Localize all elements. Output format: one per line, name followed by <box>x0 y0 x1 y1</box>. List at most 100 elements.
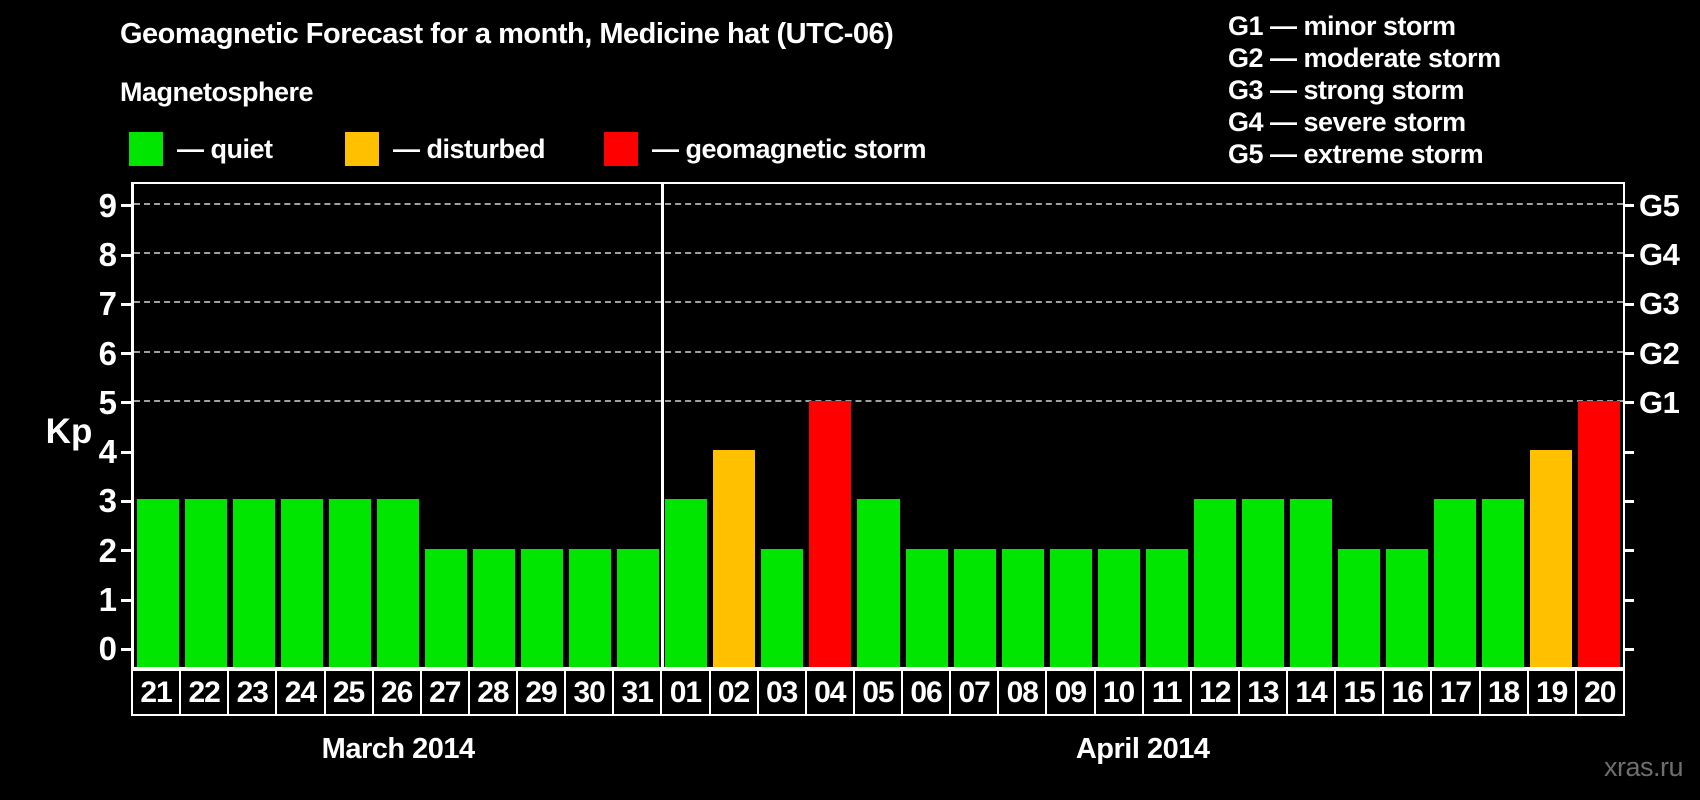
day-label-26: 26 <box>373 669 422 716</box>
kp-bar-31 <box>617 548 660 667</box>
plot-inner <box>134 184 1623 667</box>
kp-bar-02 <box>713 450 756 667</box>
day-label-08: 08 <box>999 669 1048 716</box>
kp-bar-01 <box>665 499 708 667</box>
kp-bar-05 <box>857 499 900 667</box>
kp-bar-23 <box>233 499 276 667</box>
kp-bar-20 <box>1577 400 1620 667</box>
left-axis-tick-1 <box>121 598 131 602</box>
magnetosphere-label: Magnetosphere <box>120 77 314 107</box>
disturbed-color-swatch <box>345 132 379 166</box>
g4-legend-line: G4 — severe storm <box>1228 107 1466 137</box>
day-label-06: 06 <box>903 669 952 716</box>
day-label-31: 31 <box>614 669 663 716</box>
kp-bar-30 <box>569 548 612 667</box>
right-axis-tick-1 <box>1624 598 1634 602</box>
kp-tick-label-7: 7 <box>98 285 117 323</box>
day-label-19: 19 <box>1528 669 1577 716</box>
kp-bar-10 <box>1097 548 1140 667</box>
left-axis-tick-9 <box>121 204 131 208</box>
day-label-11: 11 <box>1143 669 1192 716</box>
month-label-march: March 2014 <box>321 733 476 765</box>
day-label-14: 14 <box>1288 669 1337 716</box>
kp-bar-26 <box>377 499 420 667</box>
g-scale-legend: G1 — minor storm G2 — moderate storm G3 … <box>1228 10 1501 170</box>
kp-bar-08 <box>1001 548 1044 667</box>
legend-label-quiet: — quiet <box>177 133 273 164</box>
kp-bar-21 <box>137 499 180 667</box>
kp-tick-label-9: 9 <box>98 186 117 224</box>
kp-bar-11 <box>1145 548 1188 667</box>
day-label-09: 09 <box>1047 669 1096 716</box>
day-label-22: 22 <box>181 669 230 716</box>
gridline-kp-9 <box>134 202 1623 205</box>
right-axis-label-g3: G3 <box>1639 286 1680 322</box>
day-label-21: 21 <box>131 669 182 716</box>
g3-legend-line: G3 — strong storm <box>1228 75 1465 105</box>
kp-tick-label-4: 4 <box>98 433 117 471</box>
legend-item-disturbed: — disturbed <box>345 132 546 166</box>
right-axis-tick-5 <box>1624 401 1634 405</box>
legend-label-disturbed: — disturbed <box>393 133 546 164</box>
right-axis-tick-6 <box>1624 352 1634 356</box>
kp-bar-09 <box>1049 548 1092 667</box>
kp-bar-27 <box>425 548 468 667</box>
kp-bar-17 <box>1433 499 1476 667</box>
month-separator-line <box>660 184 664 667</box>
right-axis-label-g2: G2 <box>1639 335 1680 371</box>
day-label-02: 02 <box>710 669 759 716</box>
right-axis-label-g1: G1 <box>1639 384 1680 420</box>
right-axis-label-g5: G5 <box>1639 187 1680 223</box>
left-axis-tick-7 <box>121 302 131 306</box>
day-label-01: 01 <box>662 669 711 716</box>
right-axis-tick-9 <box>1624 204 1634 208</box>
kp-tick-label-5: 5 <box>98 383 117 421</box>
legend-item-quiet: — quiet <box>129 132 273 166</box>
day-label-12: 12 <box>1191 669 1240 716</box>
left-axis-tick-4 <box>121 450 131 454</box>
kp-tick-label-8: 8 <box>98 236 117 273</box>
left-axis-tick-5 <box>121 401 131 405</box>
kp-bar-12 <box>1193 499 1236 667</box>
day-label-20: 20 <box>1576 669 1625 716</box>
storm-color-swatch <box>604 132 638 166</box>
gridline-kp-7 <box>134 301 1623 304</box>
quiet-color-swatch <box>129 132 163 166</box>
right-axis-tick-4 <box>1624 450 1634 454</box>
kp-bar-07 <box>953 548 996 667</box>
g5-legend-line: G5 — extreme storm <box>1228 139 1484 169</box>
kp-bar-18 <box>1481 499 1524 667</box>
kp-axis-label: Kp <box>45 412 93 451</box>
kp-bar-15 <box>1337 548 1380 667</box>
kp-tick-label-0: 0 <box>98 630 117 668</box>
day-label-16: 16 <box>1384 669 1433 716</box>
day-label-30: 30 <box>566 669 615 716</box>
left-axis-tick-2 <box>121 549 131 553</box>
kp-bar-06 <box>905 548 948 667</box>
chart-title: Geomagnetic Forecast for a month, Medici… <box>120 18 894 50</box>
kp-tick-label-6: 6 <box>98 334 117 372</box>
right-axis-tick-3 <box>1624 499 1634 503</box>
day-label-10: 10 <box>1095 669 1144 716</box>
legend-label-storm: — geomagnetic storm <box>652 133 927 164</box>
gridline-kp-8 <box>134 252 1623 254</box>
plot-area: Kp 0 1 2 3 4 5 6 7 8 9 G1 G2 G3 G4 G5 <box>46 182 1680 669</box>
kp-bar-04 <box>809 400 852 667</box>
day-label-28: 28 <box>469 669 518 716</box>
right-axis-tick-2 <box>1624 549 1634 553</box>
kp-tick-label-1: 1 <box>98 581 117 618</box>
day-label-29: 29 <box>518 669 567 716</box>
kp-bar-19 <box>1529 450 1572 667</box>
day-label-24: 24 <box>277 669 326 716</box>
g2-legend-line: G2 — moderate storm <box>1228 43 1501 73</box>
watermark: xras.ru <box>1604 752 1684 782</box>
kp-tick-label-3: 3 <box>98 482 117 520</box>
kp-bar-22 <box>185 499 228 667</box>
left-axis-tick-0 <box>121 647 131 651</box>
day-label-03: 03 <box>758 669 807 716</box>
day-label-07: 07 <box>951 669 1000 716</box>
gridline-kp-6 <box>134 350 1623 353</box>
day-label-25: 25 <box>325 669 374 716</box>
g1-legend-line: G1 — minor storm <box>1228 11 1456 41</box>
